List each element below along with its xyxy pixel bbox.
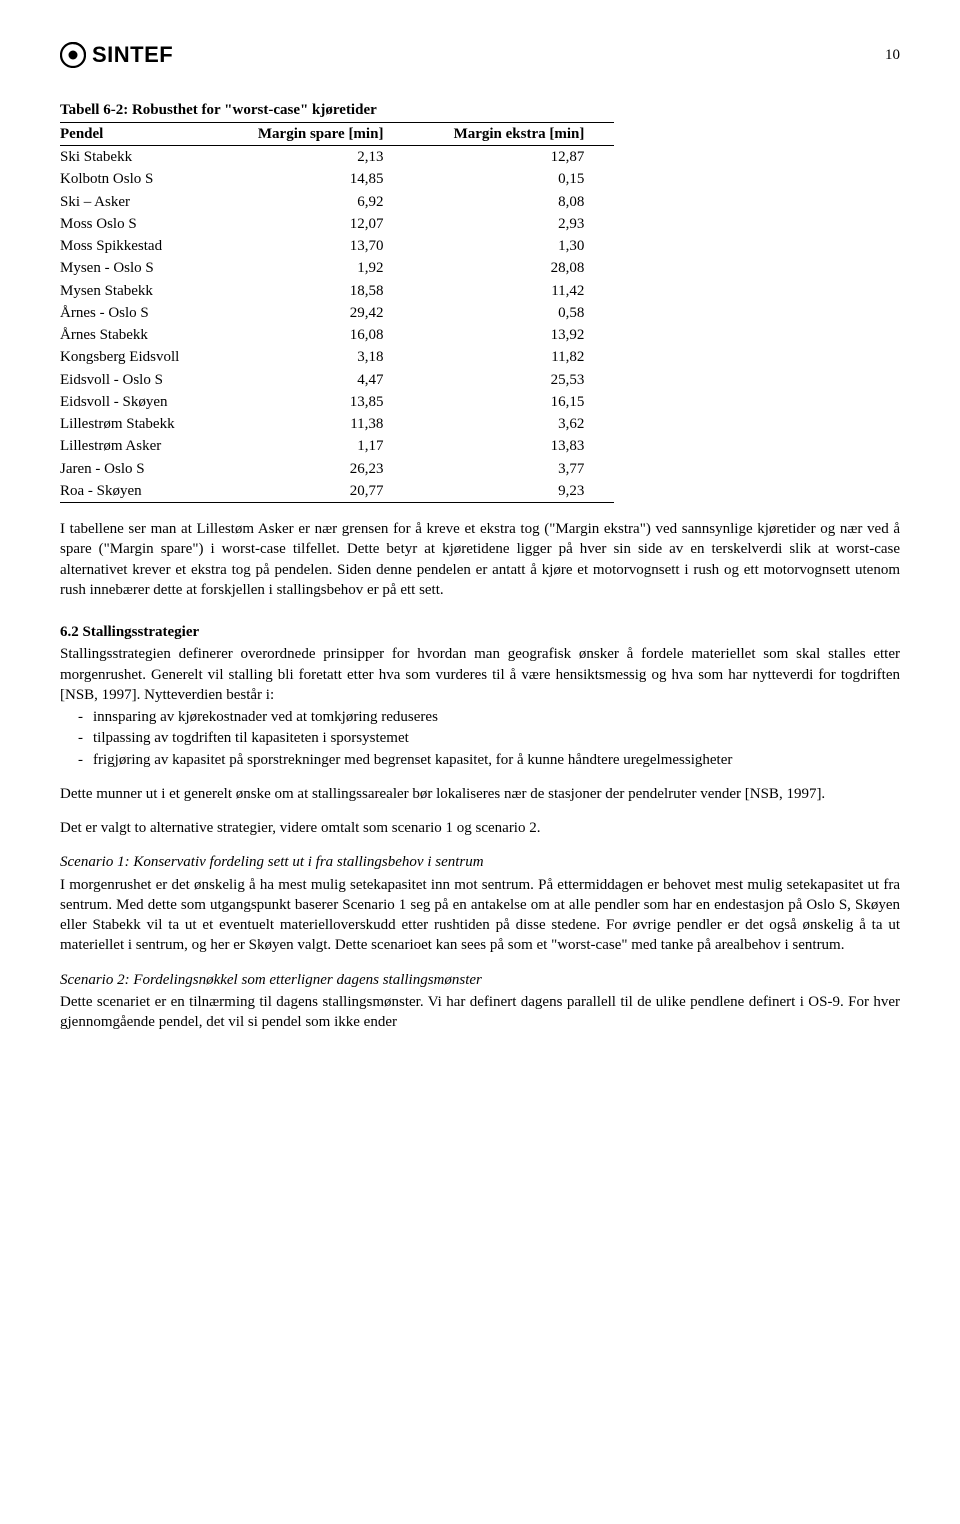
table-cell: 18,58 [219,280,413,302]
table-cell: 1,92 [219,257,413,279]
page-number: 10 [885,45,900,65]
table-cell: Roa - Skøyen [60,480,219,503]
table-cell: 1,30 [413,235,614,257]
table-cell: Eidsvoll - Skøyen [60,391,219,413]
scenario-2-body: Dette scenariet er en tilnærming til dag… [60,992,900,1033]
table-cell: Jaren - Oslo S [60,458,219,480]
table-cell: 11,82 [413,346,614,368]
table-cell: 4,47 [219,369,413,391]
table-row: Årnes - Oslo S29,420,58 [60,302,614,324]
table-cell: Moss Oslo S [60,213,219,235]
table-row: Årnes Stabekk16,0813,92 [60,324,614,346]
table-cell: 20,77 [219,480,413,503]
list-item: frigjøring av kapasitet på sporstrekning… [78,750,900,770]
table-cell: Lillestrøm Asker [60,435,219,457]
table-cell: 2,93 [413,213,614,235]
table-cell: 26,23 [219,458,413,480]
table-row: Ski Stabekk2,1312,87 [60,146,614,169]
table-cell: 14,85 [219,168,413,190]
nytteverdi-list: innsparing av kjørekostnader ved at tomk… [60,707,900,770]
table-cell: 13,70 [219,235,413,257]
col-pendel: Pendel [60,122,219,145]
table-cell: 11,38 [219,413,413,435]
page-header: SINTEF 10 [60,40,900,70]
table-cell: 2,13 [219,146,413,169]
table-title: Tabell 6-2: Robusthet for "worst-case" k… [60,100,900,120]
table-cell: Ski Stabekk [60,146,219,169]
table-row: Jaren - Oslo S26,233,77 [60,458,614,480]
after-bullets-paragraph: Dette munner ut i et generelt ønske om a… [60,784,900,804]
table-cell: 29,42 [219,302,413,324]
alt-strategies-line: Det er valgt to alternative strategier, … [60,818,900,838]
table-row: Lillestrøm Asker1,1713,83 [60,435,614,457]
list-item: innsparing av kjørekostnader ved at tomk… [78,707,900,727]
table-cell: Moss Spikkestad [60,235,219,257]
scenario-1-title: Scenario 1: Konservativ fordeling sett u… [60,852,900,872]
table-cell: 3,77 [413,458,614,480]
table-cell: 11,42 [413,280,614,302]
table-cell: 12,87 [413,146,614,169]
scenario-2-title: Scenario 2: Fordelingsnøkkel som etterli… [60,970,900,990]
table-cell: Kolbotn Oslo S [60,168,219,190]
table-cell: Årnes - Oslo S [60,302,219,324]
table-row: Roa - Skøyen20,779,23 [60,480,614,503]
table-row: Moss Oslo S12,072,93 [60,213,614,235]
sintef-logo-icon [60,42,86,68]
table-cell: 16,15 [413,391,614,413]
sintef-logo: SINTEF [60,40,173,70]
paragraph-tabellene: I tabellene ser man at Lillestøm Asker e… [60,519,900,600]
table-row: Ski – Asker6,928,08 [60,191,614,213]
table-cell: 25,53 [413,369,614,391]
table-cell: Mysen - Oslo S [60,257,219,279]
table-row: Mysen - Oslo S1,9228,08 [60,257,614,279]
col-margin-spare: Margin spare [min] [219,122,413,145]
table-row: Lillestrøm Stabekk11,383,62 [60,413,614,435]
table-cell: 9,23 [413,480,614,503]
table-cell: 3,62 [413,413,614,435]
table-cell: Eidsvoll - Oslo S [60,369,219,391]
logo-text: SINTEF [92,40,173,70]
col-margin-ekstra: Margin ekstra [min] [413,122,614,145]
section-6-2-intro: Stallingsstrategien definerer overordned… [60,644,900,705]
table-cell: Ski – Asker [60,191,219,213]
table-cell: 16,08 [219,324,413,346]
table-cell: 0,58 [413,302,614,324]
table-row: Mysen Stabekk18,5811,42 [60,280,614,302]
table-header-row: Pendel Margin spare [min] Margin ekstra … [60,122,614,145]
table-cell: 13,85 [219,391,413,413]
table-cell: 13,92 [413,324,614,346]
table-cell: 0,15 [413,168,614,190]
table-cell: Årnes Stabekk [60,324,219,346]
robusthet-table: Pendel Margin spare [min] Margin ekstra … [60,122,614,503]
table-cell: 8,08 [413,191,614,213]
table-row: Kongsberg Eidsvoll3,1811,82 [60,346,614,368]
table-cell: 3,18 [219,346,413,368]
table-cell: 28,08 [413,257,614,279]
scenario-1-body: I morgenrushet er det ønskelig å ha mest… [60,875,900,956]
table-cell: 1,17 [219,435,413,457]
list-item: tilpassing av togdriften til kapasiteten… [78,728,900,748]
table-cell: Lillestrøm Stabekk [60,413,219,435]
heading-6-2: 6.2 Stallingsstrategier [60,622,900,642]
table-cell: 12,07 [219,213,413,235]
table-cell: 6,92 [219,191,413,213]
table-cell: Mysen Stabekk [60,280,219,302]
table-row: Eidsvoll - Skøyen13,8516,15 [60,391,614,413]
table-row: Eidsvoll - Oslo S4,4725,53 [60,369,614,391]
table-row: Moss Spikkestad13,701,30 [60,235,614,257]
table-cell: 13,83 [413,435,614,457]
table-row: Kolbotn Oslo S14,850,15 [60,168,614,190]
table-cell: Kongsberg Eidsvoll [60,346,219,368]
